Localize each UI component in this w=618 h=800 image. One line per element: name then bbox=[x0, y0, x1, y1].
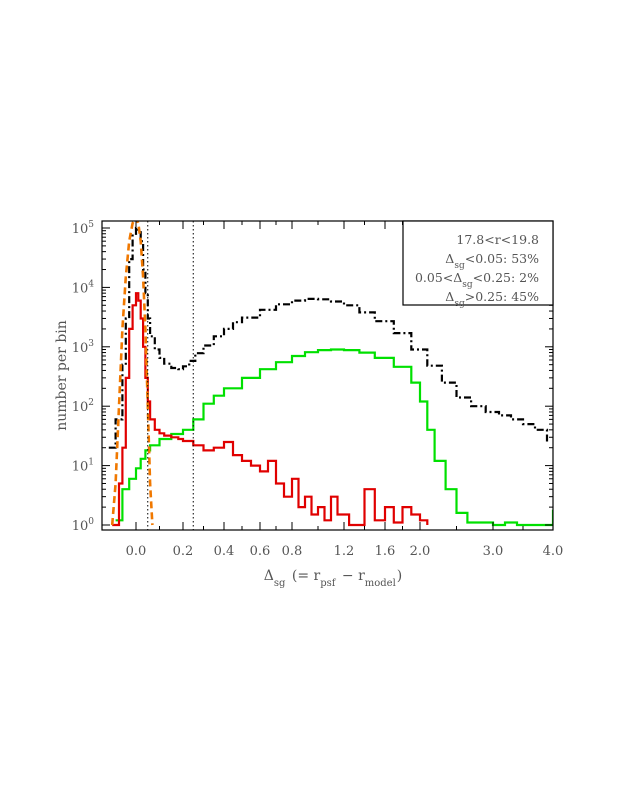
series-2-line bbox=[115, 348, 553, 527]
x-tick-label: 0.4 bbox=[214, 544, 235, 559]
y-tick-label: 105 bbox=[72, 220, 95, 237]
y-tick-base: 10 bbox=[72, 341, 89, 356]
y-tick-base: 10 bbox=[72, 400, 89, 415]
legend-text-pre: Δ bbox=[445, 251, 454, 266]
y-tick-base: 10 bbox=[72, 460, 89, 475]
legend-line-4: Δsg>0.25: 45% bbox=[445, 289, 539, 309]
y-tick-exponent: 2 bbox=[88, 398, 94, 408]
x-axis-label-main: Δ bbox=[264, 568, 274, 584]
x-axis-label-sub2: psf bbox=[320, 578, 337, 589]
x-axis-label-sub3: model bbox=[365, 578, 396, 589]
y-tick-label: 102 bbox=[72, 398, 94, 415]
legend-text-pre: Δ bbox=[445, 289, 454, 304]
legend-text-sub: sg bbox=[454, 299, 465, 309]
x-axis-ticks: 0.0 0.2 0.4 0.6 0.8 1.2 1.6 2.0 3.0 4.0 bbox=[126, 221, 564, 559]
legend-line-1: 17.8<r<19.8 bbox=[456, 232, 539, 247]
x-tick-label: 3.0 bbox=[483, 544, 504, 559]
y-tick-exponent: 4 bbox=[88, 279, 94, 289]
x-axis-label: Δsg (= rpsf − rmodel) bbox=[264, 568, 403, 589]
y-axis-label: number per bin bbox=[54, 320, 70, 431]
x-tick-label: 1.6 bbox=[375, 544, 396, 559]
y-tick-base: 10 bbox=[72, 222, 89, 237]
y-tick-exponent: 5 bbox=[88, 220, 94, 230]
y-tick-exponent: 1 bbox=[88, 458, 94, 468]
x-tick-label: 1.2 bbox=[334, 544, 355, 559]
x-axis-label-mid: (= r bbox=[287, 568, 320, 584]
x-tick-label: 0.2 bbox=[173, 544, 194, 559]
x-tick-label: 0.6 bbox=[250, 544, 271, 559]
x-axis-label-sub: sg bbox=[274, 578, 286, 589]
y-tick-base: 10 bbox=[72, 519, 89, 534]
legend-text-pre: 17.8<r<19.8 bbox=[456, 232, 539, 247]
series-4-line bbox=[110, 221, 154, 526]
legend-text-sub: sg bbox=[462, 280, 473, 290]
legend-text-sub: sg bbox=[454, 261, 465, 271]
legend-text-post: >0.25: 45% bbox=[465, 289, 539, 304]
x-tick-label: 4.0 bbox=[543, 544, 564, 559]
y-tick-label: 104 bbox=[72, 279, 95, 296]
legend-text-pre: 0.05<Δ bbox=[415, 270, 462, 285]
series-1-line bbox=[108, 226, 549, 449]
legend-line-3: 0.05<Δsg<0.25: 2% bbox=[415, 270, 539, 290]
x-tick-label: 2.0 bbox=[410, 544, 431, 559]
x-axis-label-mid2: − r bbox=[337, 568, 365, 584]
series-3-line bbox=[112, 292, 429, 527]
x-tick-label: 0.8 bbox=[282, 544, 303, 559]
y-tick-exponent: 0 bbox=[88, 517, 94, 527]
series-layer bbox=[108, 221, 553, 527]
legend-text-post: <0.05: 53% bbox=[465, 251, 539, 266]
x-tick-label: 0.0 bbox=[126, 544, 147, 559]
legend-line-2: Δsg<0.05: 53% bbox=[445, 251, 539, 271]
x-axis-label-end: ) bbox=[397, 568, 402, 584]
plot-frame bbox=[101, 220, 554, 531]
y-tick-label: 101 bbox=[72, 458, 94, 475]
y-tick-exponent: 3 bbox=[88, 339, 94, 349]
legend-text-post: <0.25: 2% bbox=[473, 270, 539, 285]
y-tick-label: 100 bbox=[72, 517, 95, 534]
legend-frame bbox=[402, 220, 554, 306]
y-tick-base: 10 bbox=[72, 281, 89, 296]
reference-lines bbox=[147, 221, 194, 530]
y-tick-label: 103 bbox=[72, 339, 95, 356]
